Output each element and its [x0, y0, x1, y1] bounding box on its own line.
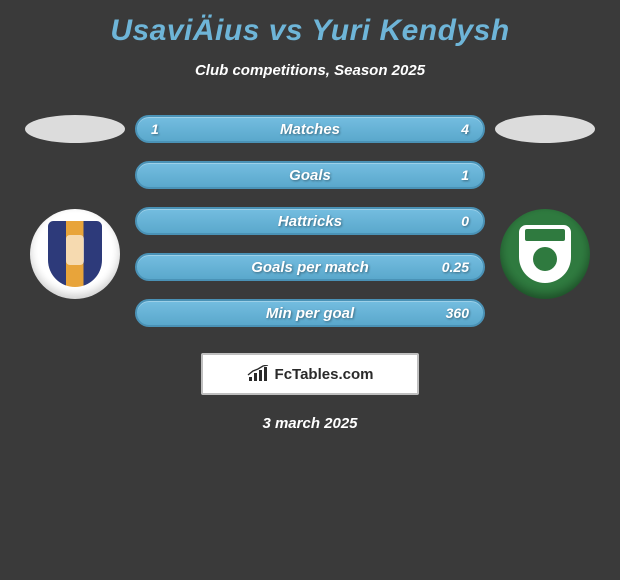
chart-icon: [247, 365, 269, 383]
date-label: 3 march 2025: [262, 415, 357, 432]
stat-right-value: 0: [461, 213, 469, 229]
stat-row-matches: 1 Matches 4: [135, 115, 485, 143]
stat-label: Min per goal: [266, 305, 354, 322]
stat-right-value: 1: [461, 167, 469, 183]
left-team-crest: [30, 209, 120, 299]
right-ellipse: [495, 115, 595, 143]
stat-right-value: 360: [446, 305, 469, 321]
shield-icon: [48, 221, 102, 287]
stat-label: Matches: [280, 121, 340, 138]
comparison-card: UsaviÄius vs Yuri Kendysh Club competiti…: [0, 0, 620, 442]
right-team-crest: [500, 209, 590, 299]
stat-left-value: 1: [151, 121, 159, 137]
stats-column: 1 Matches 4 Goals 1 Hattricks 0 Goals pe…: [135, 115, 485, 327]
left-ellipse: [25, 115, 125, 143]
stat-row-mpg: Min per goal 360: [135, 299, 485, 327]
subtitle: Club competitions, Season 2025: [195, 62, 425, 79]
left-side: [15, 115, 135, 143]
right-side: [485, 115, 605, 143]
stat-row-gpm: Goals per match 0.25: [135, 253, 485, 281]
source-logo[interactable]: FcTables.com: [201, 353, 419, 395]
page-title: UsaviÄius vs Yuri Kendysh: [110, 14, 509, 48]
stat-row-hattricks: Hattricks 0: [135, 207, 485, 235]
shield-icon: [519, 225, 571, 283]
stat-right-value: 4: [461, 121, 469, 137]
stat-right-value: 0.25: [442, 259, 469, 275]
stat-label: Hattricks: [278, 213, 342, 230]
body-row: 1 Matches 4 Goals 1 Hattricks 0 Goals pe…: [0, 115, 620, 327]
logo-text: FcTables.com: [275, 366, 374, 383]
stat-row-goals: Goals 1: [135, 161, 485, 189]
stat-label: Goals: [289, 167, 331, 184]
stat-label: Goals per match: [251, 259, 369, 276]
